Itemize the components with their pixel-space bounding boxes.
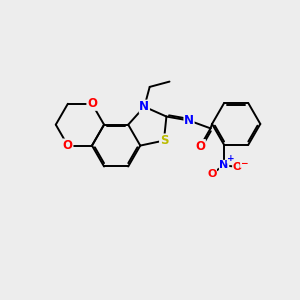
- Text: N: N: [220, 160, 229, 170]
- Text: S: S: [160, 134, 168, 147]
- Text: O: O: [63, 139, 73, 152]
- Text: +: +: [227, 154, 234, 164]
- Text: O: O: [195, 140, 205, 153]
- Text: N: N: [184, 114, 194, 127]
- Text: O: O: [87, 97, 97, 110]
- Text: N: N: [140, 100, 149, 113]
- Text: −: −: [240, 159, 247, 168]
- Text: O: O: [233, 162, 242, 172]
- Text: O: O: [207, 169, 216, 178]
